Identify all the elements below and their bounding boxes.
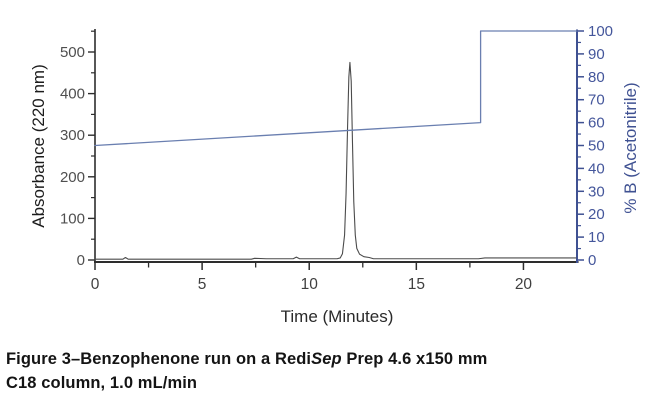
y-right-tick-label: 10 <box>588 229 605 246</box>
y-axis-right-title: % B (Acetonitrile) <box>621 82 640 213</box>
absorbance-trace <box>94 61 577 260</box>
y-right-tick-label: 80 <box>588 69 605 86</box>
caption-text-prefix: Figure 3–Benzophenone run on a Redi <box>6 350 312 368</box>
caption-line1: Figure 3–Benzophenone run on a RediSep P… <box>6 350 487 368</box>
caption-line2: C18 column, 1.0 mL/min <box>6 373 198 392</box>
y-right-tick-label: 90 <box>588 46 605 63</box>
y-right-tick-label: 100 <box>588 23 613 40</box>
y-right-tick-label: 40 <box>588 160 605 177</box>
y-left-tick-label: 100 <box>60 210 85 227</box>
y-left-tick-label: 200 <box>60 169 85 186</box>
x-tick-label: 0 <box>91 276 100 293</box>
caption-text-italic: Sep <box>311 350 342 368</box>
y-axis-left-title: Absorbance (220 nm) <box>29 64 48 227</box>
x-tick-label: 20 <box>515 276 533 293</box>
x-tick-label: 5 <box>198 276 207 293</box>
x-axis-title: Time (Minutes) <box>281 307 394 326</box>
caption-text-suffix: Prep 4.6 x150 mm <box>341 350 488 368</box>
y-right-tick-label: 70 <box>588 92 605 109</box>
chromatogram-chart: 0 100 200 300 400 500 0 5 10 15 20 0 10 20 30 40 50 60 70 8… <box>29 23 640 326</box>
y-right-tick-label: 50 <box>588 138 605 155</box>
y-right-tick-label: 60 <box>588 115 605 132</box>
y-right-tick-label: 20 <box>588 206 605 223</box>
figure-caption: Figure 3–Benzophenone run on a RediSep P… <box>6 348 606 396</box>
gradient-percent-b-line <box>94 30 578 147</box>
y-left-tick-label: 500 <box>60 44 85 61</box>
y-right-tick-label: 0 <box>588 252 596 269</box>
y-left-tick-label: 0 <box>77 252 85 269</box>
y-left-tick-label: 400 <box>60 86 85 103</box>
y-left-tick-label: 300 <box>60 127 85 144</box>
x-tick-label: 15 <box>408 276 425 293</box>
y-right-tick-label: 30 <box>588 183 605 200</box>
x-tick-label: 10 <box>301 276 319 293</box>
